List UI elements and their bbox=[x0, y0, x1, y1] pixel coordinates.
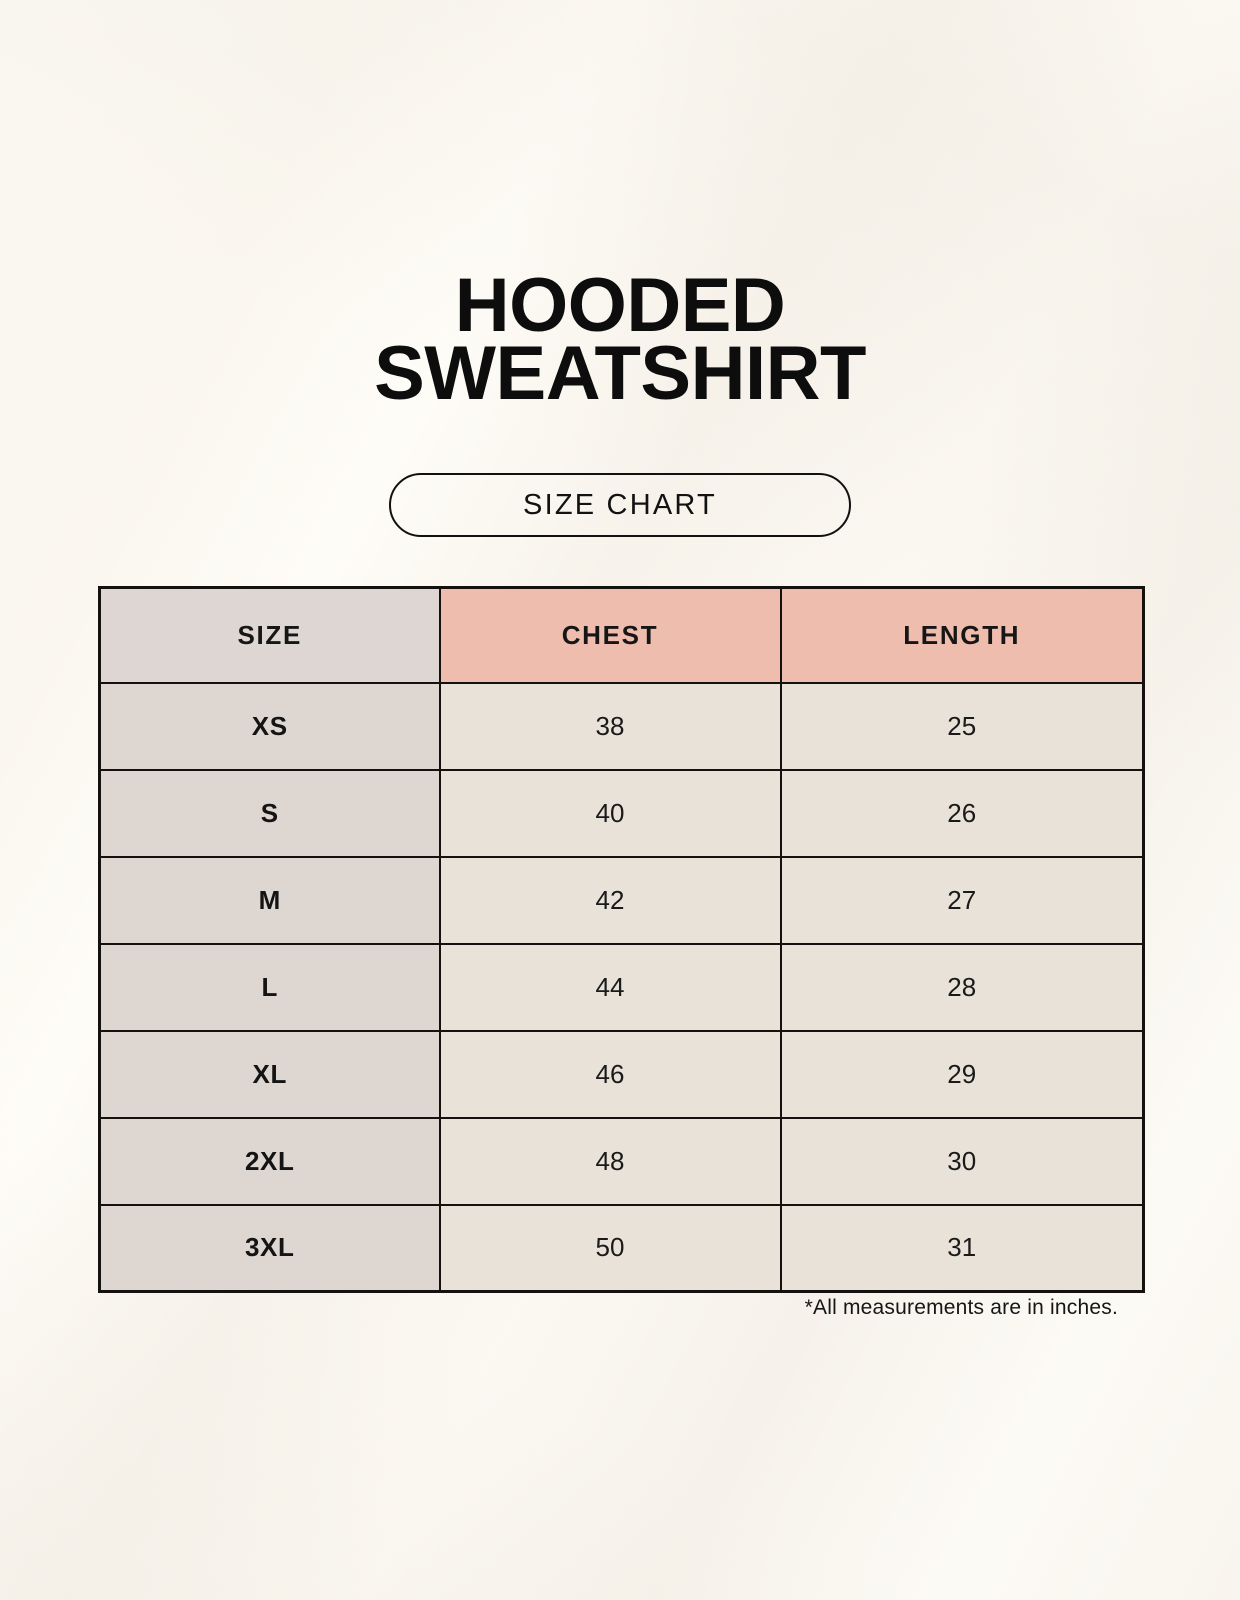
table-row: 2XL 48 30 bbox=[98, 1116, 1145, 1206]
cell-length: 30 bbox=[779, 1116, 1145, 1206]
cell-chest: 38 bbox=[438, 681, 782, 771]
cell-chest: 44 bbox=[438, 942, 782, 1032]
cell-size: XS bbox=[98, 681, 441, 771]
cell-size: S bbox=[98, 768, 441, 858]
cell-size: M bbox=[98, 855, 441, 945]
cell-size: L bbox=[98, 942, 441, 1032]
page-title-line-2: SWEATSHIRT bbox=[374, 331, 866, 416]
table-row: M 42 27 bbox=[98, 855, 1145, 945]
table-row: XL 46 29 bbox=[98, 1029, 1145, 1119]
cell-chest: 48 bbox=[438, 1116, 782, 1206]
page-title: HOODED SWEATSHIRT bbox=[0, 263, 1240, 416]
column-header-chest: CHEST bbox=[438, 586, 782, 684]
size-table-body: XS 38 25 S 40 26 M 42 27 L 44 28 bbox=[98, 681, 1145, 1293]
size-table-header: SIZE CHEST LENGTH bbox=[98, 586, 1145, 684]
table-row: 3XL 50 31 bbox=[98, 1203, 1145, 1293]
table-row: L 44 28 bbox=[98, 942, 1145, 1032]
cell-length: 26 bbox=[779, 768, 1145, 858]
cell-chest: 42 bbox=[438, 855, 782, 945]
measurements-footnote: *All measurements are in inches. bbox=[804, 1296, 1118, 1319]
size-chart-badge-wrapper: SIZE CHART bbox=[0, 473, 1240, 537]
size-chart-badge-label: SIZE CHART bbox=[523, 488, 717, 521]
page-title-line-1: HOODED bbox=[454, 263, 786, 348]
size-table-wrapper: SIZE CHEST LENGTH XS 38 25 S 40 26 M bbox=[98, 586, 1145, 1293]
cell-size: XL bbox=[98, 1029, 441, 1119]
table-row: XS 38 25 bbox=[98, 681, 1145, 771]
cell-chest: 46 bbox=[438, 1029, 782, 1119]
cell-chest: 50 bbox=[438, 1203, 782, 1293]
cell-size: 2XL bbox=[98, 1116, 441, 1206]
cell-length: 25 bbox=[779, 681, 1145, 771]
size-table: SIZE CHEST LENGTH XS 38 25 S 40 26 M bbox=[98, 586, 1145, 1293]
column-header-length: LENGTH bbox=[779, 586, 1145, 684]
cell-chest: 40 bbox=[438, 768, 782, 858]
column-header-size: SIZE bbox=[98, 586, 441, 684]
cell-length: 27 bbox=[779, 855, 1145, 945]
cell-length: 31 bbox=[779, 1203, 1145, 1293]
table-row: S 40 26 bbox=[98, 768, 1145, 858]
table-header-row: SIZE CHEST LENGTH bbox=[98, 586, 1145, 684]
cell-length: 29 bbox=[779, 1029, 1145, 1119]
cell-size: 3XL bbox=[98, 1203, 441, 1293]
size-chart-badge: SIZE CHART bbox=[389, 473, 851, 537]
cell-length: 28 bbox=[779, 942, 1145, 1032]
